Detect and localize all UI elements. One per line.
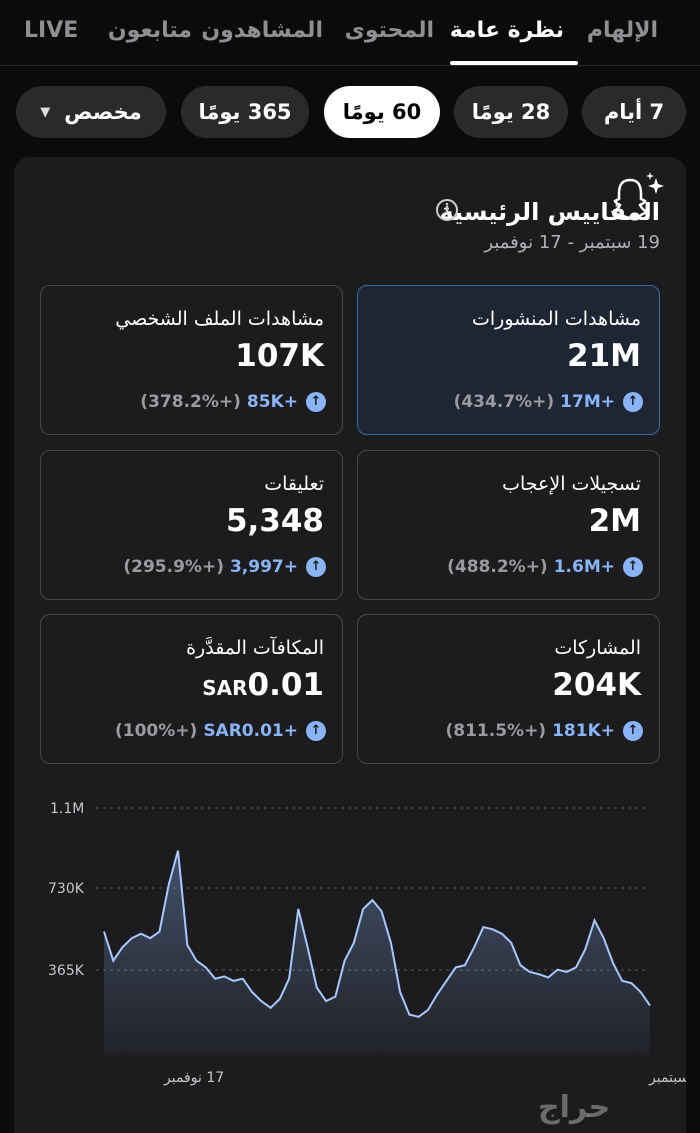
metric-value: SAR0.01 bbox=[202, 667, 324, 703]
metric-value: 204K bbox=[552, 667, 641, 703]
range-label: 365 يومًا bbox=[198, 100, 292, 124]
y-tick-label: 365K bbox=[48, 963, 85, 979]
arrow-up-icon: ↑ bbox=[306, 557, 326, 577]
metric-value: 107K bbox=[235, 338, 324, 374]
range-label: 28 يومًا bbox=[471, 100, 551, 124]
tab-viewers[interactable]: المشاهدون bbox=[201, 18, 323, 43]
metric-value: 2M bbox=[588, 503, 641, 539]
metric-change: ↑ +SAR0.01 (+100%) bbox=[115, 721, 326, 741]
range-custom-dropdown[interactable]: مخصص ▼ bbox=[16, 86, 166, 138]
metric-label: مشاهدات المنشورات bbox=[471, 308, 641, 330]
metric-label: المكافآت المقدَّرة bbox=[186, 637, 324, 659]
metric-percent: (+100%) bbox=[114, 721, 198, 741]
range-365-days[interactable]: 365 يومًا bbox=[181, 86, 309, 138]
section-title: المقاييس الرئيسية bbox=[439, 198, 660, 226]
watermark-logo: حراج bbox=[538, 1090, 611, 1125]
metric-percent: (+434.7%) bbox=[453, 392, 555, 412]
metric-percent: (+488.2%) bbox=[447, 557, 548, 577]
area-fill bbox=[104, 850, 650, 1055]
range-60-days[interactable]: 60 يومًا bbox=[324, 86, 440, 138]
tab-followers[interactable]: متابعون bbox=[107, 18, 192, 43]
metric-percent: (+811.5%) bbox=[445, 721, 547, 741]
metric-change: ↑ +17M (+434.7%) bbox=[454, 392, 643, 412]
metric-change: ↑ +3,997 (+295.9%) bbox=[123, 557, 326, 577]
info-icon[interactable]: i bbox=[436, 199, 458, 221]
metric-delta: +3,997 bbox=[229, 557, 298, 577]
metric-delta: +SAR0.01 bbox=[203, 721, 298, 741]
range-28-days[interactable]: 28 يومًا bbox=[454, 86, 568, 138]
arrow-up-icon: ↑ bbox=[306, 392, 326, 412]
metric-value: 21M bbox=[567, 338, 641, 374]
metric-value: 5,348 bbox=[225, 503, 324, 539]
chevron-down-icon: ▼ bbox=[40, 104, 51, 120]
arrow-up-icon: ↑ bbox=[623, 721, 643, 741]
metric-change: ↑ +1.6M (+488.2%) bbox=[447, 557, 643, 577]
metric-delta: +1.6M bbox=[553, 557, 615, 577]
range-7-days[interactable]: 7 أيام bbox=[582, 86, 686, 138]
active-tab-indicator bbox=[450, 61, 578, 65]
metric-delta: +85K bbox=[246, 392, 298, 412]
tab-overview[interactable]: نظرة عامة bbox=[449, 18, 564, 43]
tab-content[interactable]: المحتوى bbox=[344, 18, 434, 43]
currency-label: SAR bbox=[202, 676, 248, 700]
tab-live[interactable]: LIVE bbox=[24, 18, 79, 43]
snapchat-ghost-sparkle-icon[interactable] bbox=[610, 172, 670, 222]
top-tab-bar: الإلهام نظرة عامة المحتوى المشاهدون متاب… bbox=[0, 0, 700, 66]
metric-label: تسجيلات الإعجاب bbox=[502, 473, 641, 495]
y-tick-label: 730K bbox=[48, 881, 85, 897]
date-range: 19 سبتمبر - 17 نوفمبر bbox=[484, 232, 660, 253]
tab-inspiration[interactable]: الإلهام bbox=[586, 18, 658, 43]
y-tick-label: 1.1M bbox=[50, 801, 84, 817]
x-tick-label-start: 19 سبتمبر bbox=[648, 1070, 686, 1086]
arrow-up-icon: ↑ bbox=[306, 721, 326, 741]
metric-card-comments[interactable]: تعليقات 5,348 ↑ +3,997 (+295.9%) bbox=[40, 450, 343, 600]
range-label: 60 يومًا bbox=[342, 100, 422, 124]
arrow-up-icon: ↑ bbox=[623, 392, 643, 412]
metric-change: ↑ +85K (+378.2%) bbox=[140, 392, 326, 412]
metric-label: المشاركات bbox=[554, 637, 641, 659]
range-label: 7 أيام bbox=[603, 100, 665, 124]
metric-card-shares[interactable]: المشاركات 204K ↑ +181K (+811.5%) bbox=[357, 614, 660, 764]
metric-card-estimated-rewards[interactable]: المكافآت المقدَّرة SAR0.01 ↑ +SAR0.01 (+… bbox=[40, 614, 343, 764]
x-tick-label-end: 17 نوفمبر bbox=[163, 1070, 224, 1086]
arrow-up-icon: ↑ bbox=[623, 557, 643, 577]
metric-label: تعليقات bbox=[264, 473, 324, 495]
metric-card-profile-views[interactable]: مشاهدات الملف الشخصي 107K ↑ +85K (+378.2… bbox=[40, 285, 343, 435]
metric-percent: (+295.9%) bbox=[123, 557, 224, 577]
metric-delta: +181K bbox=[552, 721, 615, 741]
metric-card-post-views[interactable]: مشاهدات المنشورات 21M ↑ +17M (+434.7%) bbox=[357, 285, 660, 435]
views-area-chart[interactable]: 1.1M 730K 365K 19 سبتمبر 17 نوفمبر bbox=[14, 780, 686, 1090]
metric-value-number: 0.01 bbox=[247, 667, 325, 703]
metric-delta: +17M bbox=[560, 392, 615, 412]
metric-label: مشاهدات الملف الشخصي bbox=[115, 308, 324, 330]
metric-percent: (+378.2%) bbox=[140, 392, 241, 412]
series-line bbox=[103, 850, 651, 1018]
metric-change: ↑ +181K (+811.5%) bbox=[445, 721, 643, 741]
metric-card-likes[interactable]: تسجيلات الإعجاب 2M ↑ +1.6M (+488.2%) bbox=[357, 450, 660, 600]
range-label: مخصص bbox=[64, 100, 142, 124]
